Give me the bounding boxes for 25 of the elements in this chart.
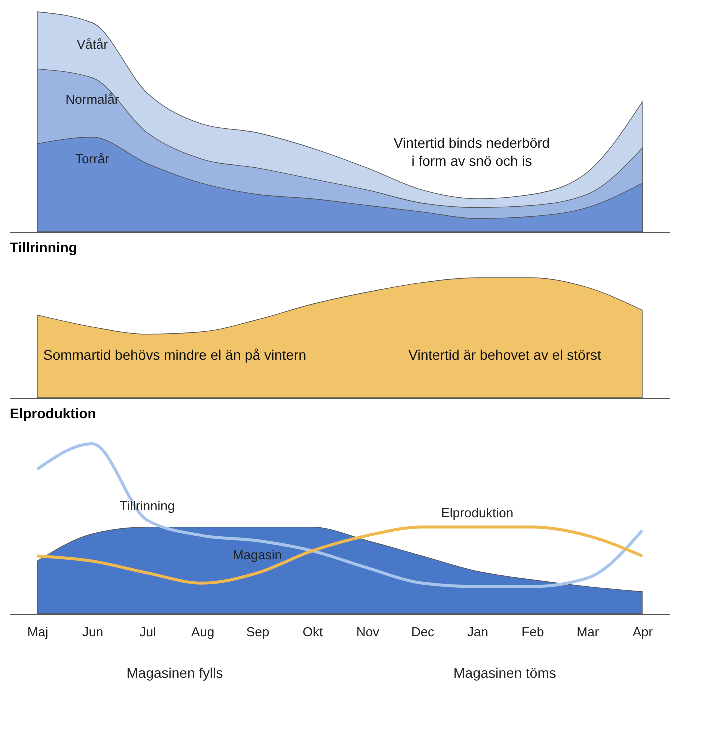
x-tick-label: Nov [356, 624, 380, 640]
x-tick-label: Sep [246, 624, 270, 640]
x-tick-label: Maj [28, 624, 49, 640]
series-label: Tillrinning [120, 498, 176, 514]
annotation: Sommartid behövs mindre el än på vintern [43, 347, 307, 363]
x-tick-label: Apr [632, 624, 654, 640]
series-label: Torrår [76, 151, 110, 166]
x-tick-label: Feb [522, 624, 544, 640]
x-tick-label: Mar [576, 624, 600, 640]
text: Tillrinning [10, 239, 78, 256]
text: Elproduktion [10, 405, 96, 422]
x-tick-label: Jun [82, 624, 104, 640]
series-label: Våtår [76, 37, 109, 52]
x-tick-label: Jul [140, 624, 156, 640]
series-label: Elproduktion [441, 505, 514, 520]
text: Magasinen töms [454, 665, 556, 681]
text: Magasinen fylls [126, 665, 224, 681]
series-label: Magasin [232, 547, 282, 562]
annotation: Vintertid binds nederbörd i form av snö och is [394, 135, 550, 169]
x-tick-label: Aug [191, 624, 215, 640]
x-tick-label: Dec [411, 624, 436, 640]
series-label: Normalår [66, 92, 120, 107]
x-tick-label: Jan [468, 624, 488, 640]
x-tick-label: Okt [302, 624, 324, 640]
annotation: Vintertid är behovet av el störst [408, 347, 602, 363]
